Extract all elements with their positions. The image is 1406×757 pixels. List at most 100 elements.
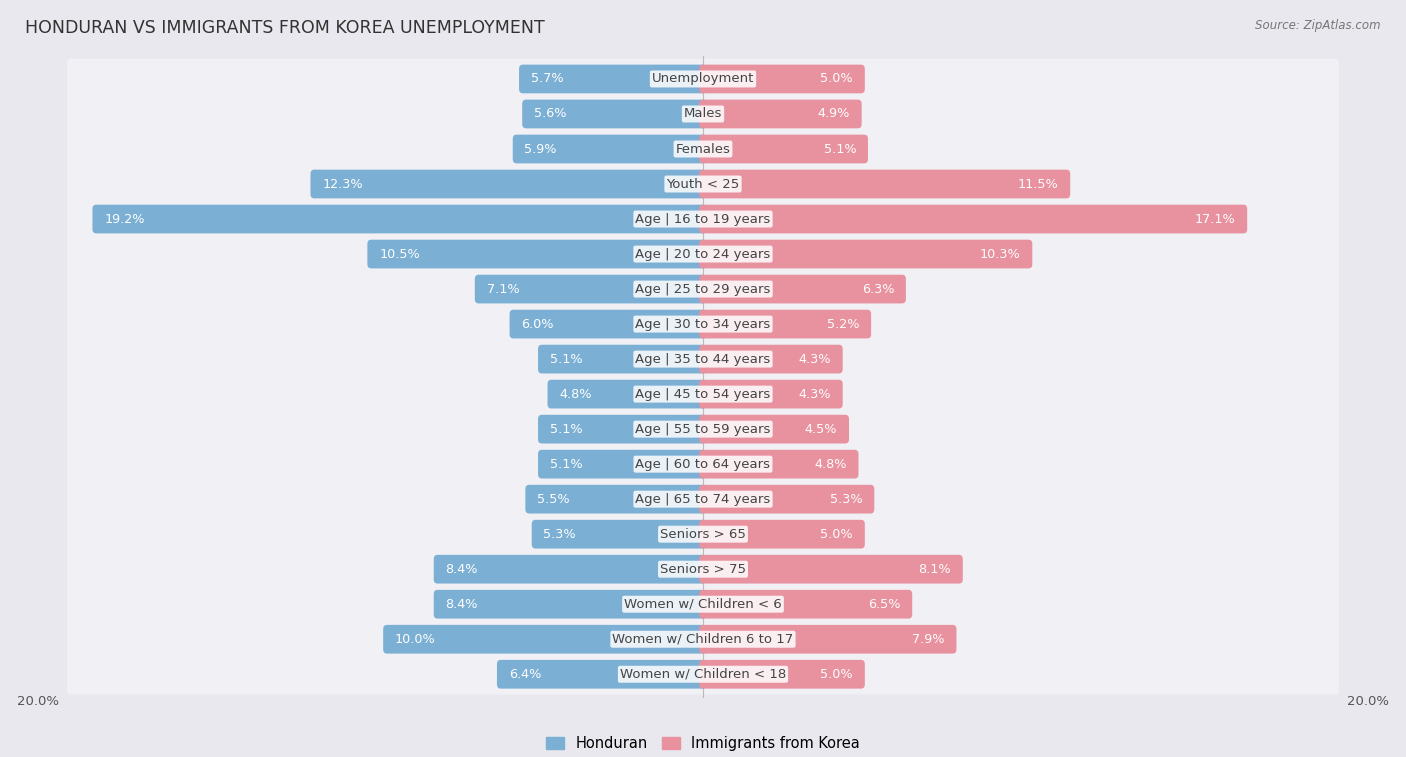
Text: Age | 30 to 34 years: Age | 30 to 34 years	[636, 318, 770, 331]
FancyBboxPatch shape	[67, 269, 1339, 310]
Text: 5.1%: 5.1%	[550, 422, 582, 435]
FancyBboxPatch shape	[699, 484, 875, 513]
Text: Age | 20 to 24 years: Age | 20 to 24 years	[636, 248, 770, 260]
Text: 6.0%: 6.0%	[522, 318, 554, 331]
FancyBboxPatch shape	[699, 100, 862, 129]
FancyBboxPatch shape	[699, 660, 865, 689]
FancyBboxPatch shape	[526, 484, 707, 513]
FancyBboxPatch shape	[699, 135, 868, 164]
Text: Age | 16 to 19 years: Age | 16 to 19 years	[636, 213, 770, 226]
FancyBboxPatch shape	[513, 135, 707, 164]
Text: 7.9%: 7.9%	[912, 633, 945, 646]
FancyBboxPatch shape	[67, 94, 1339, 134]
Text: 5.2%: 5.2%	[827, 318, 859, 331]
FancyBboxPatch shape	[538, 415, 707, 444]
FancyBboxPatch shape	[367, 240, 707, 269]
Text: 5.0%: 5.0%	[821, 528, 853, 540]
FancyBboxPatch shape	[699, 275, 905, 304]
Text: 12.3%: 12.3%	[322, 178, 363, 191]
Text: 20.0%: 20.0%	[17, 695, 59, 708]
FancyBboxPatch shape	[67, 619, 1339, 659]
FancyBboxPatch shape	[699, 415, 849, 444]
Text: Age | 35 to 44 years: Age | 35 to 44 years	[636, 353, 770, 366]
FancyBboxPatch shape	[531, 520, 707, 549]
FancyBboxPatch shape	[699, 204, 1247, 233]
FancyBboxPatch shape	[311, 170, 707, 198]
FancyBboxPatch shape	[522, 100, 707, 129]
Text: 5.1%: 5.1%	[550, 458, 582, 471]
FancyBboxPatch shape	[538, 450, 707, 478]
Text: Women w/ Children 6 to 17: Women w/ Children 6 to 17	[613, 633, 793, 646]
Text: 4.3%: 4.3%	[799, 353, 831, 366]
Text: 4.8%: 4.8%	[560, 388, 592, 400]
FancyBboxPatch shape	[475, 275, 707, 304]
Text: 5.1%: 5.1%	[824, 142, 856, 155]
Text: HONDURAN VS IMMIGRANTS FROM KOREA UNEMPLOYMENT: HONDURAN VS IMMIGRANTS FROM KOREA UNEMPL…	[25, 19, 546, 37]
FancyBboxPatch shape	[67, 199, 1339, 239]
FancyBboxPatch shape	[699, 520, 865, 549]
Text: Women w/ Children < 18: Women w/ Children < 18	[620, 668, 786, 681]
Text: Males: Males	[683, 107, 723, 120]
Text: 8.4%: 8.4%	[446, 562, 478, 575]
Text: Age | 25 to 29 years: Age | 25 to 29 years	[636, 282, 770, 295]
Text: 5.1%: 5.1%	[550, 353, 582, 366]
Text: 5.3%: 5.3%	[830, 493, 863, 506]
Text: 8.1%: 8.1%	[918, 562, 950, 575]
Text: 10.5%: 10.5%	[380, 248, 420, 260]
Text: 11.5%: 11.5%	[1018, 178, 1059, 191]
FancyBboxPatch shape	[67, 549, 1339, 590]
Text: 10.3%: 10.3%	[980, 248, 1021, 260]
FancyBboxPatch shape	[67, 234, 1339, 274]
Text: 6.3%: 6.3%	[862, 282, 894, 295]
FancyBboxPatch shape	[67, 129, 1339, 170]
FancyBboxPatch shape	[519, 64, 707, 93]
FancyBboxPatch shape	[699, 625, 956, 653]
Text: Age | 55 to 59 years: Age | 55 to 59 years	[636, 422, 770, 435]
FancyBboxPatch shape	[699, 344, 842, 373]
Text: Age | 65 to 74 years: Age | 65 to 74 years	[636, 493, 770, 506]
FancyBboxPatch shape	[538, 344, 707, 373]
FancyBboxPatch shape	[699, 450, 859, 478]
Text: Seniors > 65: Seniors > 65	[659, 528, 747, 540]
Text: 10.0%: 10.0%	[395, 633, 436, 646]
FancyBboxPatch shape	[67, 304, 1339, 344]
FancyBboxPatch shape	[67, 654, 1339, 695]
Text: 5.5%: 5.5%	[537, 493, 569, 506]
Text: 5.9%: 5.9%	[524, 142, 557, 155]
Text: 17.1%: 17.1%	[1195, 213, 1236, 226]
FancyBboxPatch shape	[67, 584, 1339, 625]
FancyBboxPatch shape	[384, 625, 707, 653]
FancyBboxPatch shape	[67, 164, 1339, 204]
FancyBboxPatch shape	[699, 240, 1032, 269]
Text: 5.0%: 5.0%	[821, 73, 853, 86]
Text: 7.1%: 7.1%	[486, 282, 519, 295]
FancyBboxPatch shape	[699, 590, 912, 618]
Text: Unemployment: Unemployment	[652, 73, 754, 86]
FancyBboxPatch shape	[547, 380, 707, 409]
FancyBboxPatch shape	[509, 310, 707, 338]
Text: 8.4%: 8.4%	[446, 598, 478, 611]
FancyBboxPatch shape	[67, 444, 1339, 484]
FancyBboxPatch shape	[496, 660, 707, 689]
FancyBboxPatch shape	[699, 380, 842, 409]
FancyBboxPatch shape	[67, 514, 1339, 554]
Text: 4.8%: 4.8%	[814, 458, 846, 471]
Text: 5.0%: 5.0%	[821, 668, 853, 681]
FancyBboxPatch shape	[699, 170, 1070, 198]
Text: 5.7%: 5.7%	[530, 73, 564, 86]
Text: Age | 60 to 64 years: Age | 60 to 64 years	[636, 458, 770, 471]
FancyBboxPatch shape	[67, 409, 1339, 450]
FancyBboxPatch shape	[67, 58, 1339, 99]
Text: 20.0%: 20.0%	[1347, 695, 1389, 708]
Text: Seniors > 75: Seniors > 75	[659, 562, 747, 575]
Text: 4.9%: 4.9%	[817, 107, 851, 120]
Text: Source: ZipAtlas.com: Source: ZipAtlas.com	[1256, 19, 1381, 32]
Text: 4.5%: 4.5%	[804, 422, 838, 435]
Text: Women w/ Children < 6: Women w/ Children < 6	[624, 598, 782, 611]
FancyBboxPatch shape	[433, 555, 707, 584]
Text: Age | 45 to 54 years: Age | 45 to 54 years	[636, 388, 770, 400]
Text: 4.3%: 4.3%	[799, 388, 831, 400]
FancyBboxPatch shape	[699, 555, 963, 584]
Text: 5.3%: 5.3%	[543, 528, 576, 540]
FancyBboxPatch shape	[93, 204, 707, 233]
